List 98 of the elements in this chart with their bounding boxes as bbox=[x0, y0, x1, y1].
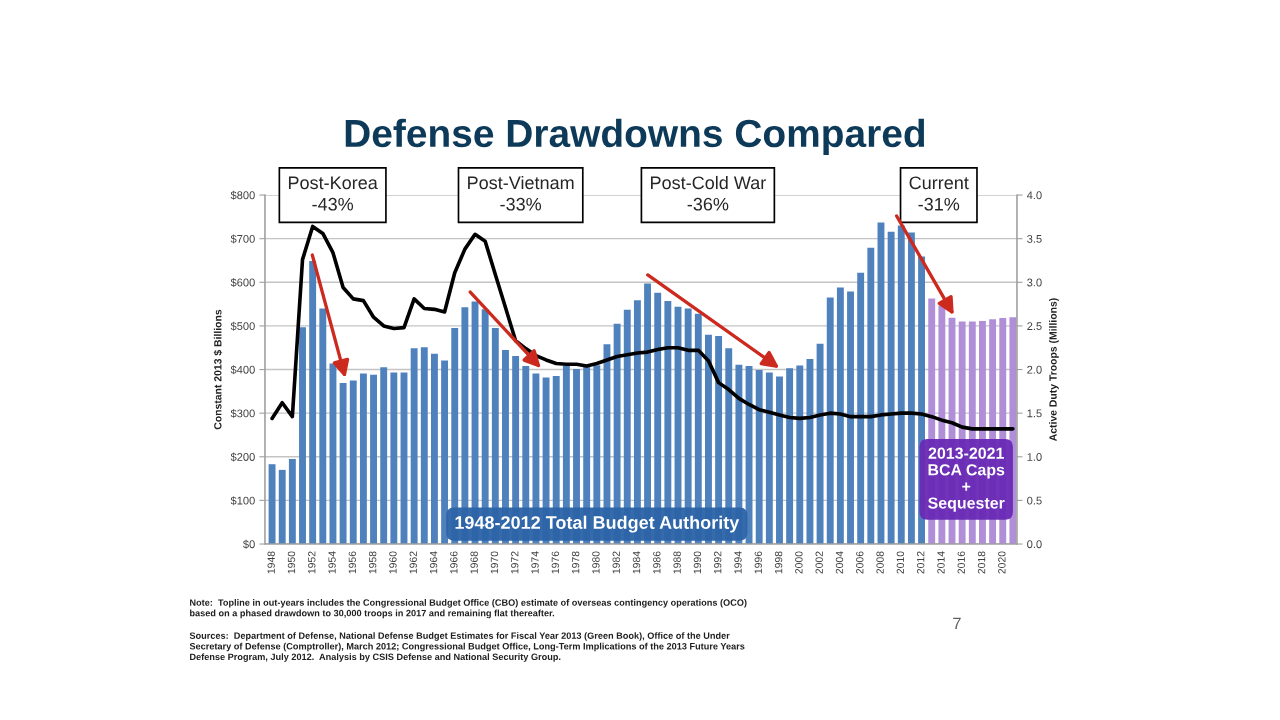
y2-tick-label: 1.5 bbox=[1027, 409, 1042, 418]
x-tick-label: 1994 bbox=[734, 551, 742, 574]
annotation: Post-Cold War -36% bbox=[651, 175, 766, 211]
y-axis-title: Constant 2013 $ Billions bbox=[213, 309, 223, 430]
y-tick-label: $0 bbox=[243, 539, 255, 549]
bar bbox=[339, 383, 347, 545]
x-tick-label: 1998 bbox=[774, 551, 783, 574]
x-tick-label: 1950 bbox=[287, 551, 296, 574]
x-tick-label: 2004 bbox=[835, 551, 844, 574]
x-tick-label: 1948 bbox=[267, 551, 275, 574]
bar bbox=[867, 247, 875, 545]
y2-tick-label: 4.0 bbox=[1026, 191, 1042, 200]
x-tick-label: 1990 bbox=[693, 551, 702, 574]
bar bbox=[816, 343, 824, 545]
x-tick-label: 2008 bbox=[876, 551, 884, 574]
y-tick-label: $700 bbox=[230, 234, 255, 244]
text: Note: Topline in out-years includes the Congressional Budget Office (CBO) estimate of overseas contingency operations (OCO) based on a phased drawdown to 30,000 troops in 2017 and remaining flat thereafter. bbox=[190, 599, 747, 619]
x-tick-label: 1970 bbox=[490, 551, 499, 574]
text: 7 bbox=[953, 617, 961, 630]
bar bbox=[806, 359, 814, 545]
x-tick-label: 1996 bbox=[754, 551, 762, 574]
y2-tick-label: 2.0 bbox=[1027, 365, 1042, 374]
x-tick-label: 2010 bbox=[896, 551, 905, 574]
bar bbox=[288, 458, 296, 545]
x-tick-label: 1968 bbox=[470, 551, 478, 574]
x-tick-label: 2014 bbox=[937, 551, 945, 574]
chart-title: Defense Drawdowns Compared bbox=[345, 118, 925, 155]
bar bbox=[907, 232, 915, 545]
y2-tick-label: 0.5 bbox=[1027, 496, 1042, 505]
y-tick-label: $400 bbox=[230, 365, 255, 375]
x-tick-label: 1972 bbox=[511, 551, 519, 574]
bar bbox=[836, 287, 844, 545]
bar bbox=[441, 360, 449, 545]
series-label: 2013-2021 BCA Caps + Sequester bbox=[928, 447, 1005, 512]
x-tick-label: 2012 bbox=[916, 551, 925, 574]
y2-tick-label: 2.5 bbox=[1027, 322, 1042, 331]
series-label: 1948-2012 Total Budget Authority bbox=[455, 515, 740, 533]
annotation: Current -31% bbox=[909, 176, 969, 211]
y2-tick-label: 3.0 bbox=[1027, 278, 1042, 287]
y-tick-label: $800 bbox=[230, 190, 255, 200]
x-tick-label: 2000 bbox=[795, 551, 803, 574]
bar bbox=[430, 353, 438, 545]
bar bbox=[786, 368, 794, 545]
x-tick-label: 1976 bbox=[551, 551, 560, 574]
annotation: Post-Vietnam -33% bbox=[468, 175, 574, 211]
bar bbox=[887, 231, 895, 545]
y2-tick-label: 1.0 bbox=[1027, 453, 1042, 461]
x-tick-label: 1992 bbox=[714, 551, 722, 574]
x-tick-label: 1966 bbox=[450, 551, 458, 574]
bar bbox=[765, 372, 773, 545]
annotation: Post-Korea -43% bbox=[288, 176, 378, 211]
x-tick-label: 2002 bbox=[815, 551, 823, 574]
y-tick-label: $200 bbox=[230, 452, 255, 462]
bar bbox=[349, 380, 357, 545]
bar bbox=[299, 327, 306, 545]
x-tick-label: 1962 bbox=[409, 551, 417, 574]
x-tick-label: 1956 bbox=[348, 551, 357, 574]
x-tick-label: 1988 bbox=[673, 551, 681, 574]
x-tick-label: 2016 bbox=[957, 551, 965, 574]
source-note: Sources: Department of Defense, National Defense Budget Estimates for Fiscal Year 2013 (Green Book), Office of the Under Secretary of Defense (Comptroller), March 2012; Congressional Budget Office, Long-Term Implications of the 2013 Future Years Defense Program, July 2012. Analysis by CSIS Defense and National Security Group. bbox=[189, 632, 745, 662]
bar bbox=[309, 260, 317, 545]
bar bbox=[847, 291, 854, 545]
x-tick-label: 1978 bbox=[571, 551, 580, 574]
bar bbox=[278, 469, 286, 545]
y-tick-label: $500 bbox=[230, 321, 255, 331]
bar bbox=[319, 308, 327, 545]
x-tick-label: 2006 bbox=[856, 551, 864, 574]
bar bbox=[268, 464, 276, 545]
bar bbox=[796, 365, 804, 545]
x-tick-label: 1984 bbox=[632, 551, 641, 574]
bar bbox=[826, 297, 834, 545]
bar bbox=[857, 272, 865, 545]
bar bbox=[390, 372, 398, 545]
bar bbox=[776, 376, 783, 545]
x-tick-label: 1952 bbox=[308, 551, 316, 574]
x-tick-label: 1954 bbox=[328, 551, 336, 574]
bar bbox=[359, 373, 367, 545]
x-tick-label: 1960 bbox=[389, 551, 397, 574]
y2-axis-title: Active Duty Troops (Millions) bbox=[1049, 298, 1059, 442]
x-tick-label: 1982 bbox=[612, 551, 620, 574]
x-tick-label: 1958 bbox=[368, 551, 377, 574]
x-tick-label: 1974 bbox=[531, 551, 539, 574]
x-tick-label: 1980 bbox=[592, 551, 600, 574]
bar bbox=[370, 374, 377, 545]
bar bbox=[897, 225, 905, 545]
x-tick-label: 1964 bbox=[429, 551, 438, 574]
y2-tick-label: 0.0 bbox=[1027, 540, 1042, 549]
x-tick-label: 1986 bbox=[653, 551, 661, 574]
y-tick-label: $600 bbox=[230, 278, 255, 288]
y-tick-label: $100 bbox=[230, 496, 255, 506]
bar bbox=[420, 347, 428, 545]
line-series bbox=[270, 224, 1015, 431]
x-tick-label: 2020 bbox=[998, 551, 1006, 574]
x-tick-label: 2018 bbox=[977, 551, 986, 574]
bar bbox=[410, 348, 418, 545]
y2-tick-label: 3.5 bbox=[1027, 234, 1042, 243]
bar bbox=[380, 367, 388, 545]
y-tick-label: $300 bbox=[230, 408, 255, 418]
